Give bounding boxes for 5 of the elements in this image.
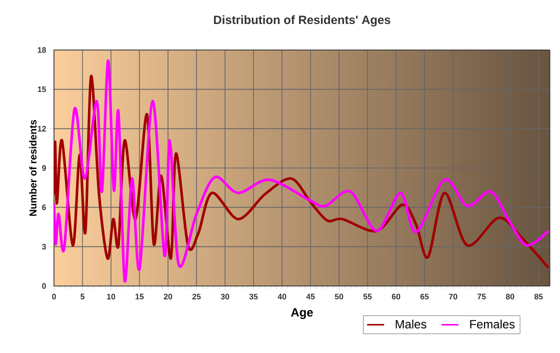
legend-label: Females bbox=[470, 320, 515, 328]
chart-title: Distribution of Residents' Ages bbox=[214, 15, 390, 26]
x-axis-title: Age bbox=[291, 308, 313, 320]
legend-label: Males bbox=[396, 320, 426, 328]
y-axis-title: Number of residents bbox=[29, 120, 37, 216]
